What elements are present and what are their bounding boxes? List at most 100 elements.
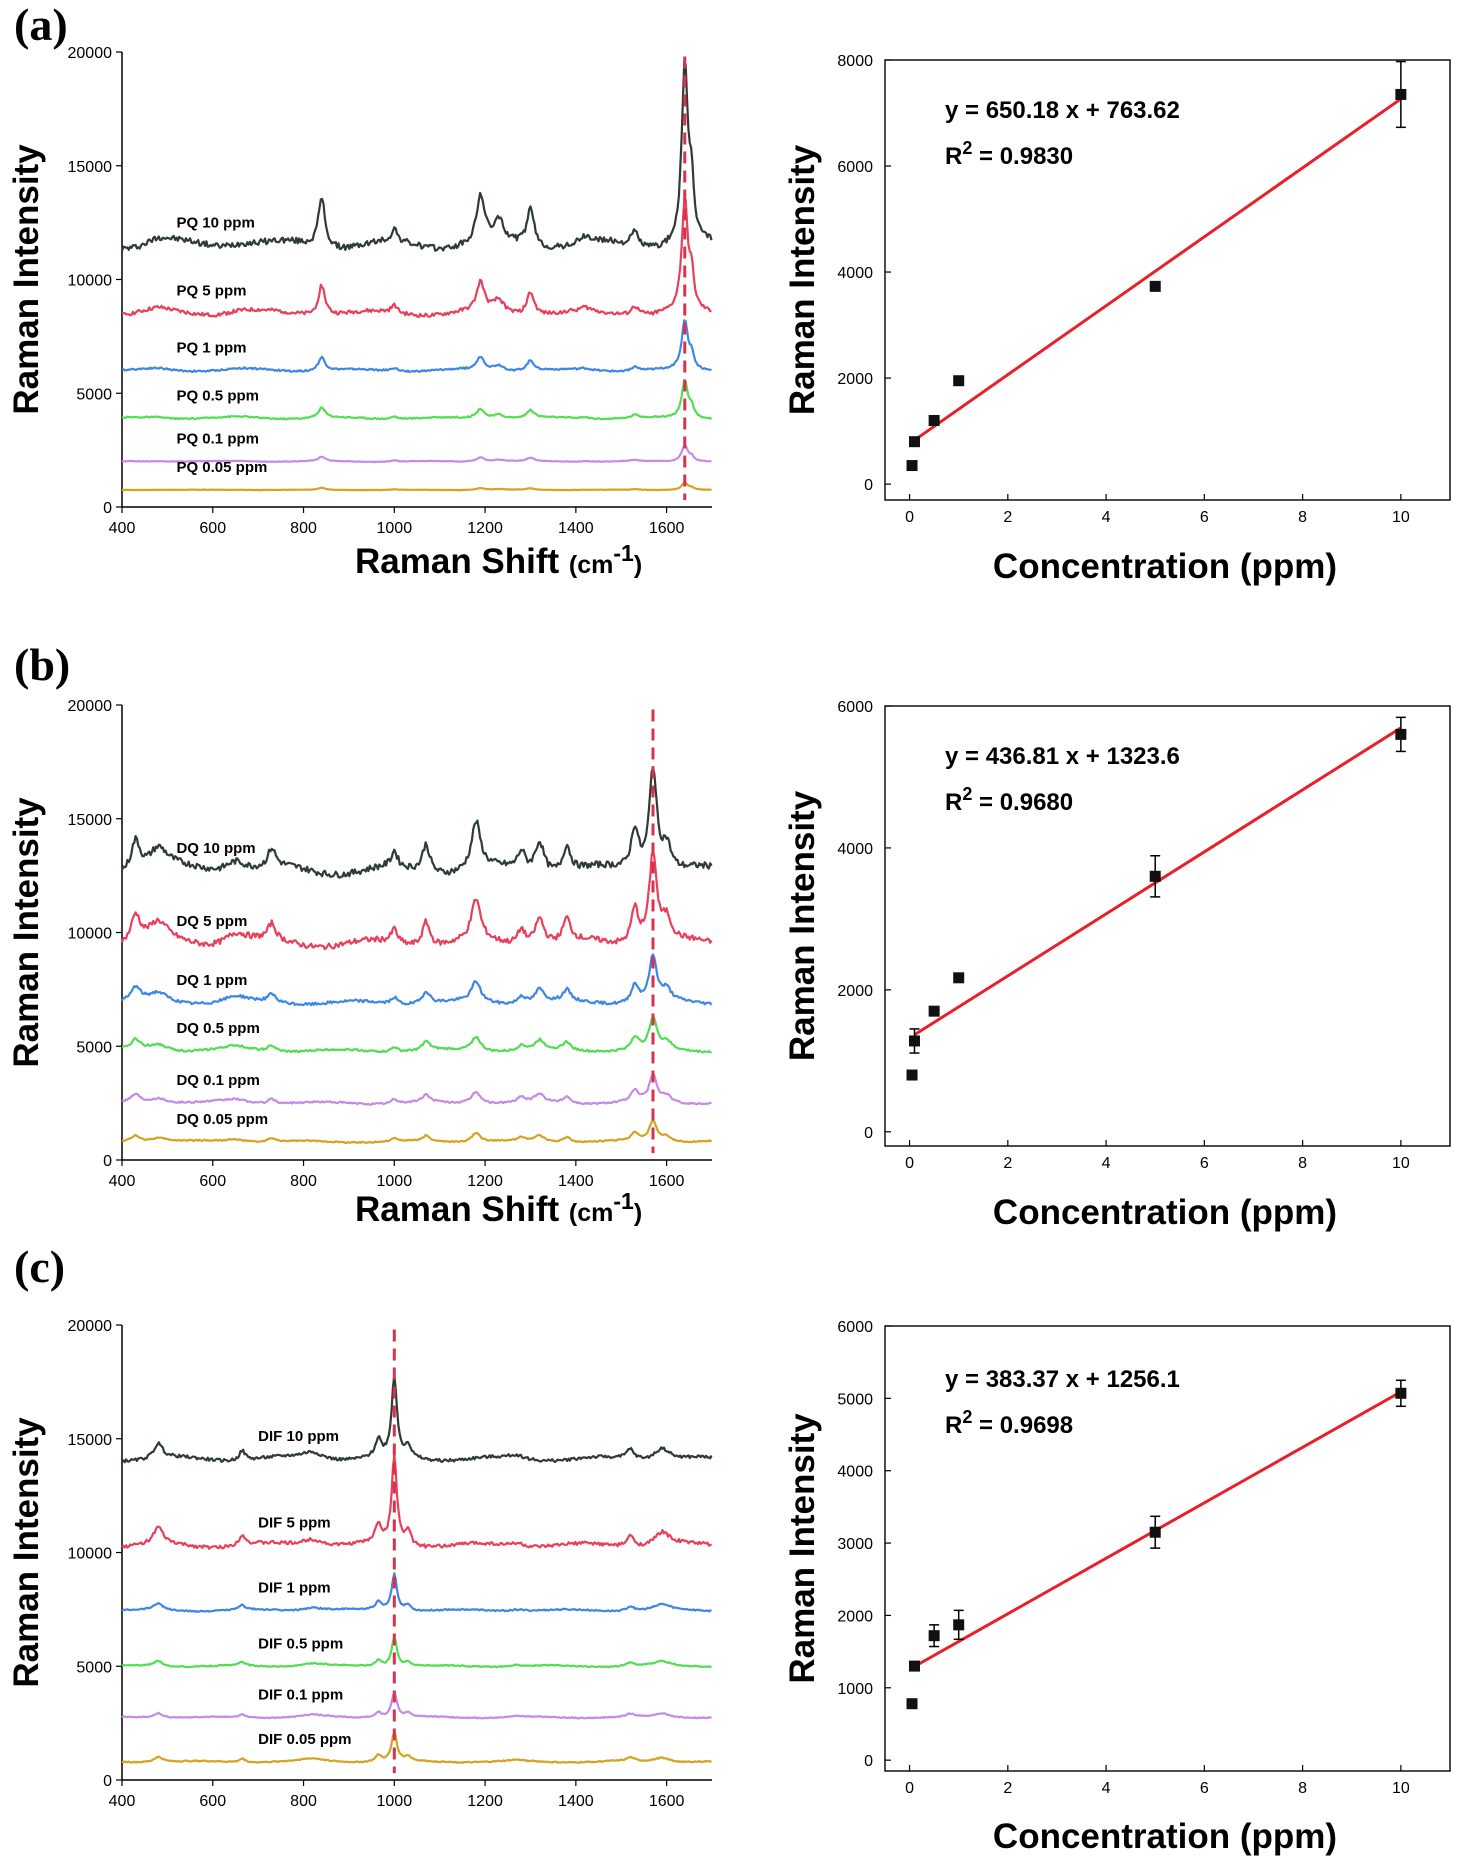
y-tick-label: 8000: [837, 53, 873, 70]
y-axis-title: Raman Intensity: [783, 790, 822, 1061]
data-point: [1149, 1526, 1161, 1538]
spectrum-line: [121, 1690, 712, 1720]
x-tick-label: 1200: [467, 1793, 503, 1810]
spectrum-line: [121, 1374, 713, 1464]
series-label: DQ 0.05 ppm: [176, 1111, 268, 1128]
spectrum-chart: 400 600 800 1000 1200 1400 1600 0 5000 10000 15000…: [7, 1318, 713, 1810]
data-point: [928, 1630, 940, 1642]
x-tick-label: 1000: [377, 1793, 413, 1810]
x-tick-label: 10: [1392, 1780, 1410, 1797]
x-tick-label: 0: [905, 1780, 914, 1797]
r-squared: R2 = 0.9680: [945, 784, 1073, 816]
y-axis-title: Raman Intensity: [7, 1417, 46, 1688]
data-point: [908, 436, 920, 448]
spectrum-line: [120, 849, 713, 951]
x-tick-label: 1600: [649, 520, 685, 537]
y-tick-label: 10000: [68, 273, 113, 290]
x-tick-label: 400: [109, 1173, 136, 1190]
x-tick-label: 1400: [558, 1793, 594, 1810]
x-tick-label: 8: [1298, 1780, 1307, 1797]
x-axis-title: Raman Shift (cm-1): [355, 540, 642, 581]
y-tick-label: 0: [864, 1753, 873, 1770]
y-tick-label: 15000: [68, 812, 113, 829]
x-tick-label: 1200: [467, 520, 503, 537]
series-label: DIF 0.1 ppm: [258, 1686, 343, 1703]
x-tick-label: 1000: [377, 520, 413, 537]
data-point: [906, 460, 918, 472]
spectrum-chart: 400 600 800 1000 1200 1400 1600 0 5000 10000 15000…: [7, 45, 713, 581]
series-label: DIF 0.5 ppm: [258, 1635, 343, 1652]
spectrum-line: [120, 766, 713, 879]
x-tick-label: 2: [1003, 509, 1012, 526]
x-tick-label: 10: [1392, 1155, 1410, 1172]
y-tick-label: 6000: [837, 1319, 873, 1336]
y-axis-title: Raman Intensity: [783, 144, 822, 415]
x-tick-label: 800: [290, 520, 317, 537]
plot-frame: [884, 59, 1451, 501]
y-tick-label: 5000: [76, 1039, 112, 1056]
y-tick-label: 3000: [837, 1536, 873, 1553]
spectrum-line: [121, 443, 712, 464]
x-tick-label: 1600: [649, 1173, 685, 1190]
spectrum-line: [121, 1636, 712, 1669]
series-label: DIF 1 ppm: [258, 1580, 331, 1597]
y-tick-label: 2000: [837, 983, 873, 1000]
x-tick-label: 800: [290, 1793, 317, 1810]
series-label: DIF 5 ppm: [258, 1515, 331, 1532]
y-tick-label: 15000: [68, 159, 113, 176]
data-point: [928, 414, 940, 426]
spectrum-line: [121, 1118, 713, 1144]
y-tick-label: 4000: [837, 841, 873, 858]
x-tick-label: 600: [199, 1793, 226, 1810]
y-tick-label: 2000: [837, 371, 873, 388]
series-label: PQ 0.1 ppm: [176, 431, 259, 448]
x-tick-label: 4: [1102, 1155, 1111, 1172]
x-axis-title: Concentration (ppm): [993, 1817, 1337, 1856]
x-tick-label: 600: [199, 520, 226, 537]
series-label: DQ 1 ppm: [176, 972, 247, 989]
spectrum-line: [121, 1072, 712, 1106]
series-label: PQ 0.05 ppm: [176, 459, 267, 476]
fit-equation: y = 383.37 x + 1256.1: [945, 1366, 1180, 1393]
x-axis-title: Raman Shift (cm-1): [355, 1188, 642, 1229]
data-point: [908, 1660, 920, 1672]
data-point: [1149, 280, 1161, 292]
plot-frame: [884, 1325, 1451, 1772]
spectrum-line: [121, 379, 713, 421]
y-axis-title: Raman Intensity: [7, 144, 46, 415]
y-tick-label: 20000: [68, 45, 113, 62]
x-tick-label: 1600: [649, 1793, 685, 1810]
spectrum-chart: 400 600 800 1000 1200 1400 1600 0 5000 10000 15000…: [7, 698, 713, 1229]
x-tick-label: 1000: [377, 1173, 413, 1190]
x-tick-label: 0: [905, 1155, 914, 1172]
calibration-chart: 0 2 4 6 8 10 0 1000 2000 3000 4000 5000 6000 Raman In…: [783, 1319, 1451, 1856]
series-label: DQ 10 ppm: [176, 840, 255, 857]
spectrum-line: [121, 1572, 712, 1613]
fit-line: [913, 97, 1402, 442]
r-squared: R2 = 0.9698: [945, 1407, 1073, 1439]
x-tick-label: 1400: [558, 520, 594, 537]
panel-label: (c): [14, 1241, 65, 1292]
x-tick-label: 600: [199, 1173, 226, 1190]
y-tick-label: 6000: [837, 699, 873, 716]
x-tick-label: 2: [1003, 1155, 1012, 1172]
y-tick-label: 0: [864, 1125, 873, 1142]
data-point: [953, 1619, 965, 1631]
y-tick-label: 6000: [837, 159, 873, 176]
plot-frame: [884, 705, 1451, 1147]
r-squared: R2 = 0.9830: [945, 138, 1073, 170]
calibration-chart: 0 2 4 6 8 10 0 2000 4000 6000 Raman Intensity Conce…: [783, 699, 1451, 1232]
x-tick-label: 1200: [467, 1173, 503, 1190]
series-label: PQ 10 ppm: [176, 214, 254, 231]
x-axis-title: Concentration (ppm): [993, 547, 1337, 586]
series-label: PQ 1 ppm: [176, 340, 246, 357]
y-tick-label: 20000: [68, 1318, 113, 1335]
x-tick-label: 6: [1200, 509, 1209, 526]
y-tick-label: 4000: [837, 1464, 873, 1481]
calibration-chart: 0 2 4 6 8 10 0 2000 4000 6000 8000 Raman Intensity C…: [783, 53, 1451, 586]
x-tick-label: 4: [1102, 509, 1111, 526]
fit-equation: y = 436.81 x + 1323.6: [945, 743, 1180, 770]
y-tick-label: 0: [103, 500, 112, 517]
spectrum-line: [121, 1014, 712, 1054]
